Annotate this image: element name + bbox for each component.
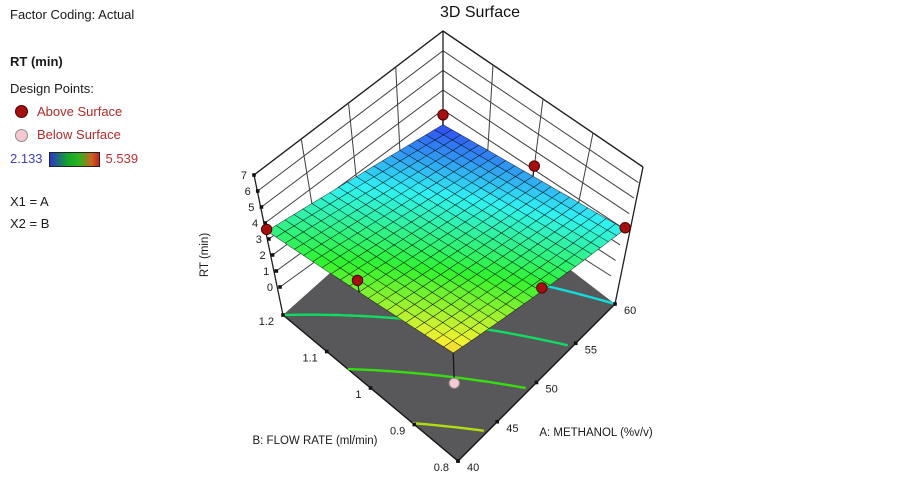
y-tick-label: 1 bbox=[355, 389, 361, 401]
design-point-below bbox=[449, 378, 459, 388]
design-point-above bbox=[261, 224, 271, 234]
design-point-above bbox=[438, 110, 448, 120]
z-axis-title: RT (min) bbox=[199, 233, 211, 277]
design-point-above bbox=[537, 283, 547, 293]
z-tick-label: 4 bbox=[252, 218, 258, 230]
z-tick-label: 2 bbox=[259, 250, 265, 262]
x-tick-label: 55 bbox=[585, 344, 597, 356]
design-point-above bbox=[352, 275, 362, 285]
y-axis-title: B: FLOW RATE (ml/min) bbox=[252, 435, 377, 447]
design-point-above bbox=[620, 223, 630, 233]
y-tick-label: 1.2 bbox=[259, 316, 274, 328]
y-tick-label: 0.9 bbox=[390, 426, 405, 438]
x-tick-label: 60 bbox=[624, 305, 636, 317]
x-tick-label: 50 bbox=[546, 384, 558, 396]
x-tick-label: 40 bbox=[467, 462, 479, 474]
z-tick-label: 0 bbox=[267, 282, 273, 294]
z-tick-label: 3 bbox=[256, 234, 262, 246]
y-tick-label: 0.8 bbox=[434, 462, 449, 474]
z-tick-label: 5 bbox=[248, 202, 254, 214]
z-tick-label: 6 bbox=[245, 186, 251, 198]
x-tick-label: 45 bbox=[506, 423, 518, 435]
design-point-above bbox=[529, 161, 539, 171]
z-tick-label: 1 bbox=[263, 266, 269, 278]
z-tick-label: 7 bbox=[241, 170, 247, 182]
y-tick-label: 1.1 bbox=[302, 353, 317, 365]
x-axis-title: A: METHANOL (%v/v) bbox=[539, 427, 652, 439]
